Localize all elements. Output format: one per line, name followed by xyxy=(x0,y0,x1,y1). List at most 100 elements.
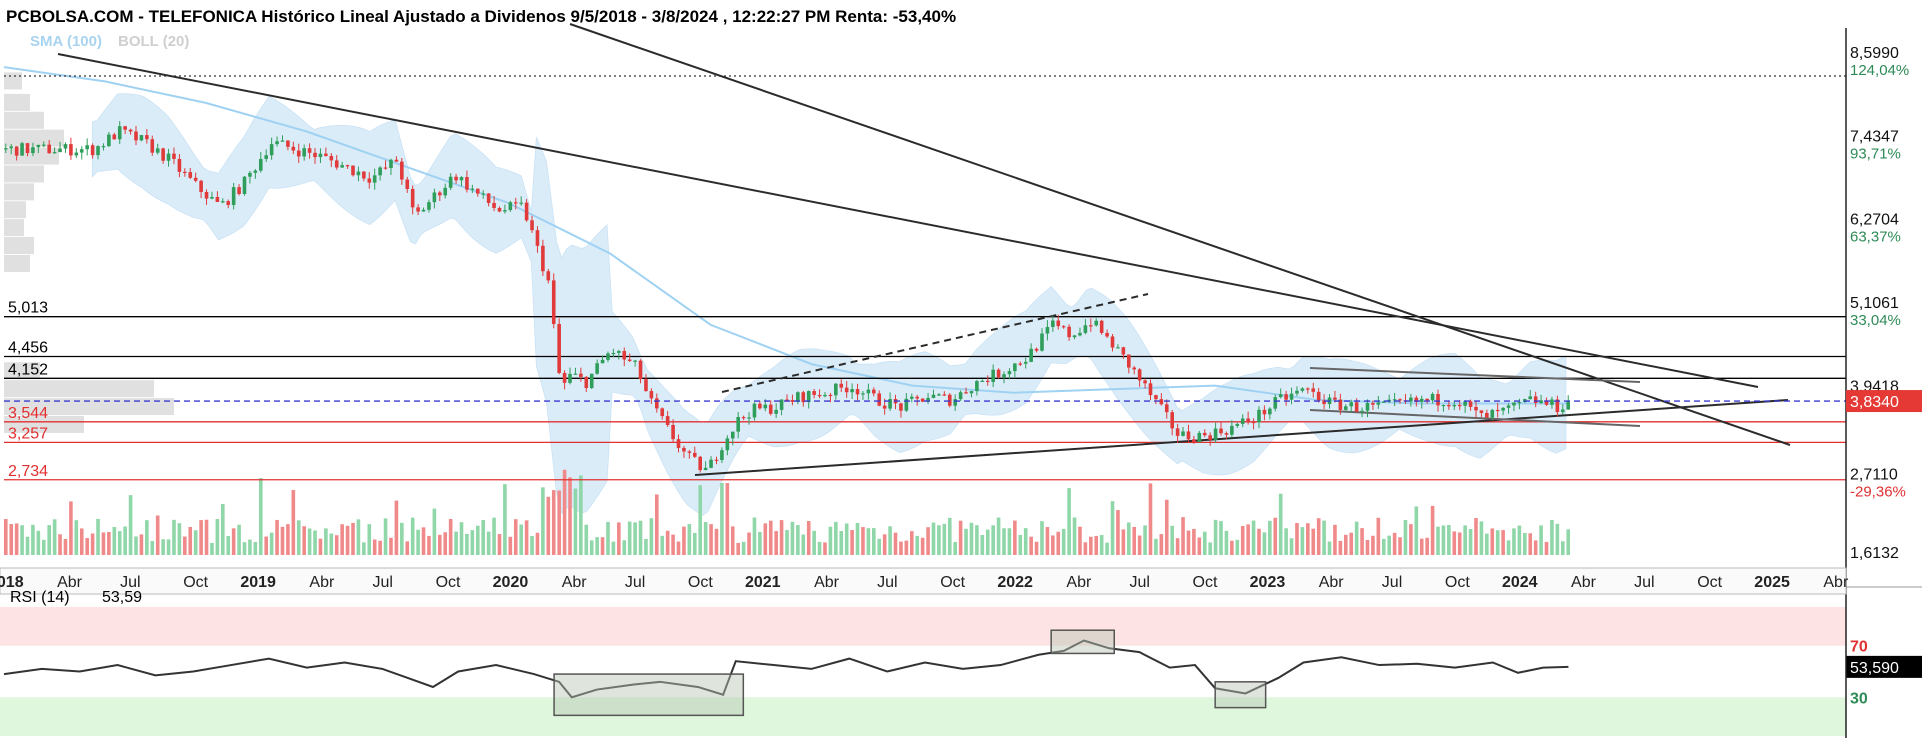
volume-bar xyxy=(410,517,415,555)
candle-body xyxy=(942,394,947,396)
trendline-triangle-top xyxy=(1309,367,1641,383)
price-tick-pct: 63,37% xyxy=(1850,229,1901,246)
candle-body xyxy=(888,399,892,409)
candle-body xyxy=(980,380,985,382)
volume-bar xyxy=(52,519,57,555)
volume-bar xyxy=(85,537,89,555)
candle-body xyxy=(660,408,665,417)
candle-body xyxy=(513,202,518,204)
volume-bar xyxy=(611,541,616,555)
volume-bar xyxy=(14,523,19,555)
time-axis-label: Jul xyxy=(1129,574,1149,591)
time-axis-label: Jul xyxy=(877,574,897,591)
candle-body xyxy=(1333,397,1337,400)
candle-body xyxy=(204,191,209,199)
time-axis-label: Abr xyxy=(309,574,335,591)
volume-bar xyxy=(508,536,513,555)
volume-bar xyxy=(649,518,654,555)
volume-bar xyxy=(107,531,111,555)
volume-bar xyxy=(210,542,214,555)
candle-body xyxy=(302,148,306,157)
price-tick-label: 2,7110 xyxy=(1850,466,1898,483)
volume-bar xyxy=(486,531,491,555)
candle-body xyxy=(438,192,442,196)
volume-bar xyxy=(1230,540,1234,555)
current-price-box xyxy=(1846,390,1922,413)
candle-body xyxy=(606,353,610,360)
volume-bar xyxy=(1479,521,1484,555)
candle-body xyxy=(1230,425,1234,435)
candle-body xyxy=(1371,403,1375,405)
candle-body xyxy=(861,393,865,395)
volume-bar xyxy=(1023,528,1028,555)
candle-body xyxy=(1436,394,1440,406)
candle-body xyxy=(1208,435,1212,440)
volume-bar xyxy=(1539,525,1543,555)
price-tick-pct: 124,04% xyxy=(1850,62,1909,79)
volume-bar xyxy=(1262,532,1267,555)
volume-bar xyxy=(302,526,306,555)
time-axis-label: Abr xyxy=(1571,574,1597,591)
candle-body xyxy=(1544,400,1549,405)
candle-body xyxy=(117,126,122,140)
volume-bar xyxy=(1392,532,1397,555)
price-tick-label: 1,6132 xyxy=(1850,545,1899,562)
volume-bar xyxy=(1126,522,1131,555)
volume-bar xyxy=(834,521,838,555)
candle-body xyxy=(768,404,773,414)
candle-body xyxy=(1463,401,1467,406)
candle-body xyxy=(1349,402,1354,407)
candle-body xyxy=(340,165,344,168)
volume-bar xyxy=(1170,525,1174,555)
volume-bar xyxy=(139,534,144,555)
volume-bar xyxy=(1468,529,1473,555)
volume-bar xyxy=(828,526,833,555)
volume-bar xyxy=(796,525,800,555)
volume-bar xyxy=(665,530,670,555)
volume-bar xyxy=(617,522,621,555)
time-axis-label: Oct xyxy=(1193,574,1218,591)
volume-bar xyxy=(524,520,529,555)
candle-body xyxy=(161,148,165,161)
volume-bar xyxy=(1349,532,1354,555)
time-axis-label: 2018 xyxy=(0,574,24,591)
candle-body xyxy=(1268,408,1272,415)
price-tick-pct: -29,36% xyxy=(1850,483,1906,500)
volume-bar xyxy=(41,539,46,555)
volume-bar xyxy=(687,524,692,555)
volume-bar xyxy=(1306,523,1310,555)
price-tick-label: 5,1061 xyxy=(1850,295,1899,312)
candle-body xyxy=(703,467,708,471)
volume-bar xyxy=(991,525,995,555)
volume-bar xyxy=(1376,517,1381,555)
time-axis-bar xyxy=(0,567,1847,595)
candle-body xyxy=(1240,418,1245,424)
volume-bar xyxy=(96,518,100,555)
candle-body xyxy=(1045,326,1050,334)
candle-body xyxy=(1539,400,1543,404)
candle-body xyxy=(177,158,182,172)
volume-bar xyxy=(1512,528,1516,555)
candle-body xyxy=(1365,403,1370,411)
candle-body xyxy=(611,352,616,355)
time-axis-label: Oct xyxy=(940,574,965,591)
volume-bar xyxy=(362,542,366,555)
volume-bar xyxy=(1061,528,1066,555)
candle-body xyxy=(638,360,643,380)
candle-body xyxy=(882,405,887,409)
volume-profile-bar xyxy=(4,129,64,147)
rsi-box-oversold-2022 xyxy=(1214,681,1267,709)
volume-bar xyxy=(899,541,903,555)
candle-body xyxy=(1555,399,1560,413)
candle-body xyxy=(1056,320,1061,327)
volume-profile-bar xyxy=(4,237,34,255)
time-axis-label: Oct xyxy=(688,574,713,591)
candle-body xyxy=(926,397,930,402)
candle-body xyxy=(1235,423,1240,426)
candle-body xyxy=(481,193,486,195)
volume-bar xyxy=(351,522,355,555)
volume-bar xyxy=(1235,539,1240,555)
volume-bar xyxy=(20,525,24,555)
volume-bar xyxy=(595,537,599,555)
